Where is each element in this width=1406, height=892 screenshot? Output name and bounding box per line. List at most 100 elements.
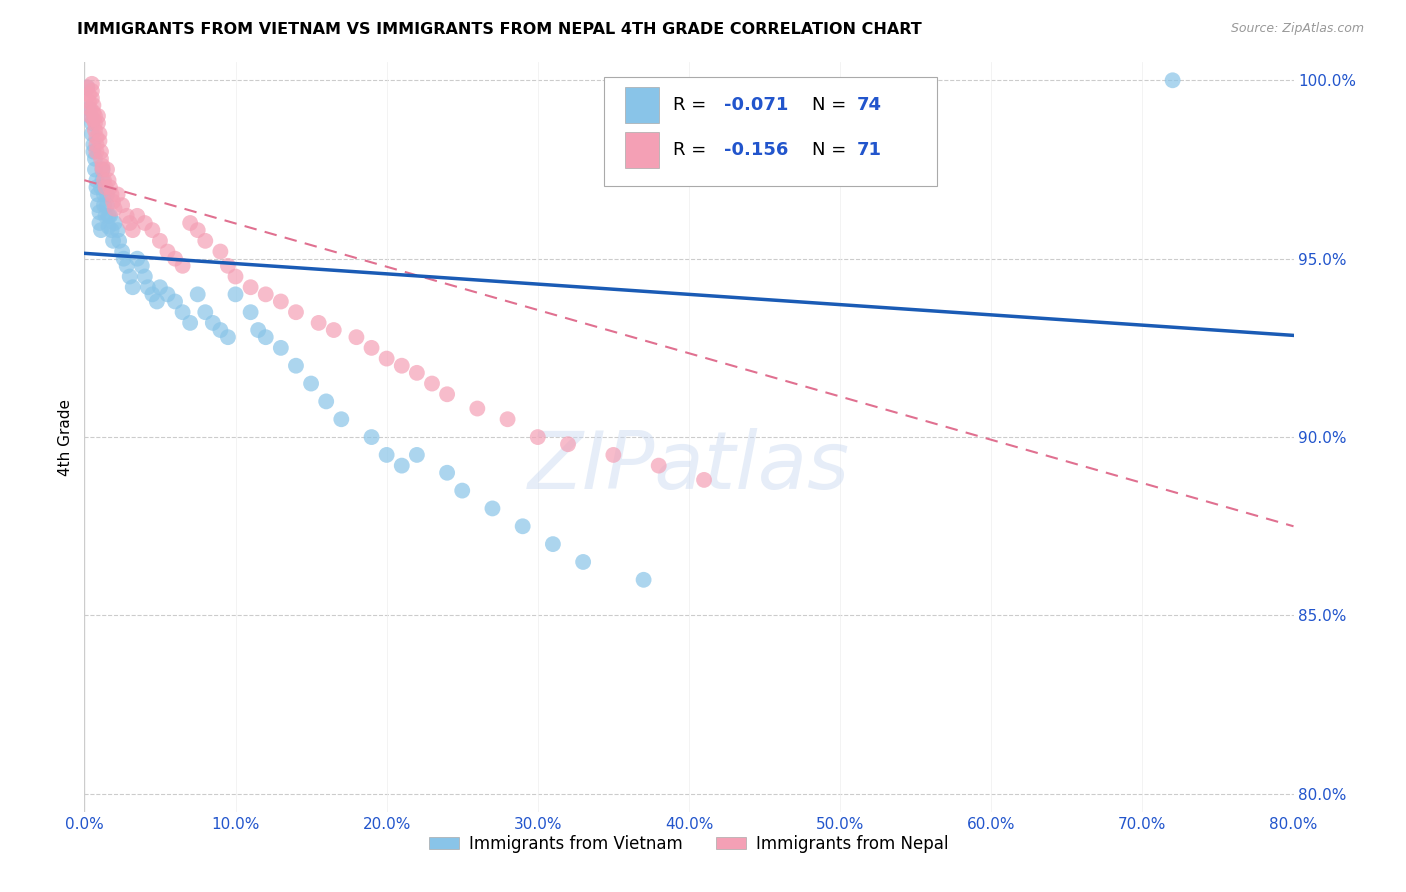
- FancyBboxPatch shape: [624, 132, 659, 168]
- Point: [201, 316, 224, 330]
- Point: [91, 173, 114, 187]
- Point: [308, 316, 330, 330]
- Point: [97, 173, 120, 187]
- Point: [172, 259, 194, 273]
- Point: [270, 294, 292, 309]
- Point: [254, 330, 277, 344]
- Point: [156, 287, 179, 301]
- Point: [90, 145, 112, 159]
- Point: [84, 116, 107, 130]
- Point: [84, 109, 107, 123]
- Point: [194, 305, 217, 319]
- Point: [315, 394, 337, 409]
- Point: [111, 244, 134, 259]
- Point: [80, 116, 103, 130]
- Point: [97, 219, 120, 234]
- Point: [80, 127, 103, 141]
- Point: [149, 234, 172, 248]
- Text: 71: 71: [858, 141, 882, 159]
- Legend: Immigrants from Vietnam, Immigrants from Nepal: Immigrants from Vietnam, Immigrants from…: [422, 829, 956, 860]
- Point: [217, 259, 239, 273]
- Point: [187, 287, 209, 301]
- Point: [76, 80, 98, 95]
- Point: [209, 244, 232, 259]
- Point: [541, 537, 564, 551]
- Point: [165, 252, 187, 266]
- Point: [391, 359, 413, 373]
- Point: [648, 458, 671, 473]
- Point: [496, 412, 519, 426]
- Point: [79, 102, 101, 116]
- Point: [86, 180, 108, 194]
- Point: [97, 209, 120, 223]
- Point: [80, 84, 103, 98]
- Point: [82, 137, 104, 152]
- Point: [107, 223, 129, 237]
- Point: [121, 223, 143, 237]
- Point: [270, 341, 292, 355]
- Point: [156, 244, 179, 259]
- Point: [527, 430, 550, 444]
- Point: [557, 437, 579, 451]
- Point: [89, 205, 111, 219]
- Point: [91, 162, 114, 177]
- Point: [1161, 73, 1184, 87]
- Point: [86, 137, 108, 152]
- Point: [141, 287, 163, 301]
- Point: [172, 305, 194, 319]
- Point: [118, 269, 141, 284]
- Point: [94, 209, 117, 223]
- Point: [101, 194, 124, 209]
- Point: [96, 162, 118, 177]
- Point: [77, 87, 100, 102]
- Point: [141, 223, 163, 237]
- Text: Source: ZipAtlas.com: Source: ZipAtlas.com: [1230, 22, 1364, 36]
- Point: [375, 351, 398, 366]
- Point: [94, 180, 117, 194]
- Point: [391, 458, 413, 473]
- Point: [93, 173, 115, 187]
- Point: [179, 316, 201, 330]
- Point: [100, 187, 122, 202]
- Point: [254, 287, 277, 301]
- Point: [194, 234, 217, 248]
- Point: [87, 198, 110, 212]
- Point: [467, 401, 489, 416]
- Point: [86, 145, 108, 159]
- Text: -0.071: -0.071: [724, 96, 789, 114]
- Point: [91, 162, 114, 177]
- Point: [96, 198, 118, 212]
- Point: [80, 77, 103, 91]
- Point: [360, 341, 382, 355]
- Point: [322, 323, 344, 337]
- Point: [90, 223, 112, 237]
- Text: ZIPatlas: ZIPatlas: [527, 428, 851, 506]
- Point: [89, 134, 111, 148]
- Point: [111, 198, 134, 212]
- Point: [82, 145, 104, 159]
- Point: [87, 109, 110, 123]
- Point: [96, 187, 118, 202]
- Point: [451, 483, 474, 498]
- Point: [89, 127, 111, 141]
- Point: [239, 280, 262, 294]
- Point: [104, 202, 127, 216]
- Point: [82, 105, 104, 120]
- Point: [330, 412, 353, 426]
- Point: [87, 116, 110, 130]
- Point: [79, 109, 101, 123]
- Point: [247, 323, 270, 337]
- Point: [118, 216, 141, 230]
- Point: [107, 187, 129, 202]
- Point: [77, 102, 100, 116]
- Point: [104, 216, 127, 230]
- Point: [406, 366, 429, 380]
- Point: [89, 216, 111, 230]
- Point: [436, 466, 458, 480]
- Point: [84, 123, 107, 137]
- Point: [299, 376, 322, 391]
- Point: [360, 430, 382, 444]
- Point: [86, 130, 108, 145]
- Point: [101, 234, 124, 248]
- Point: [87, 187, 110, 202]
